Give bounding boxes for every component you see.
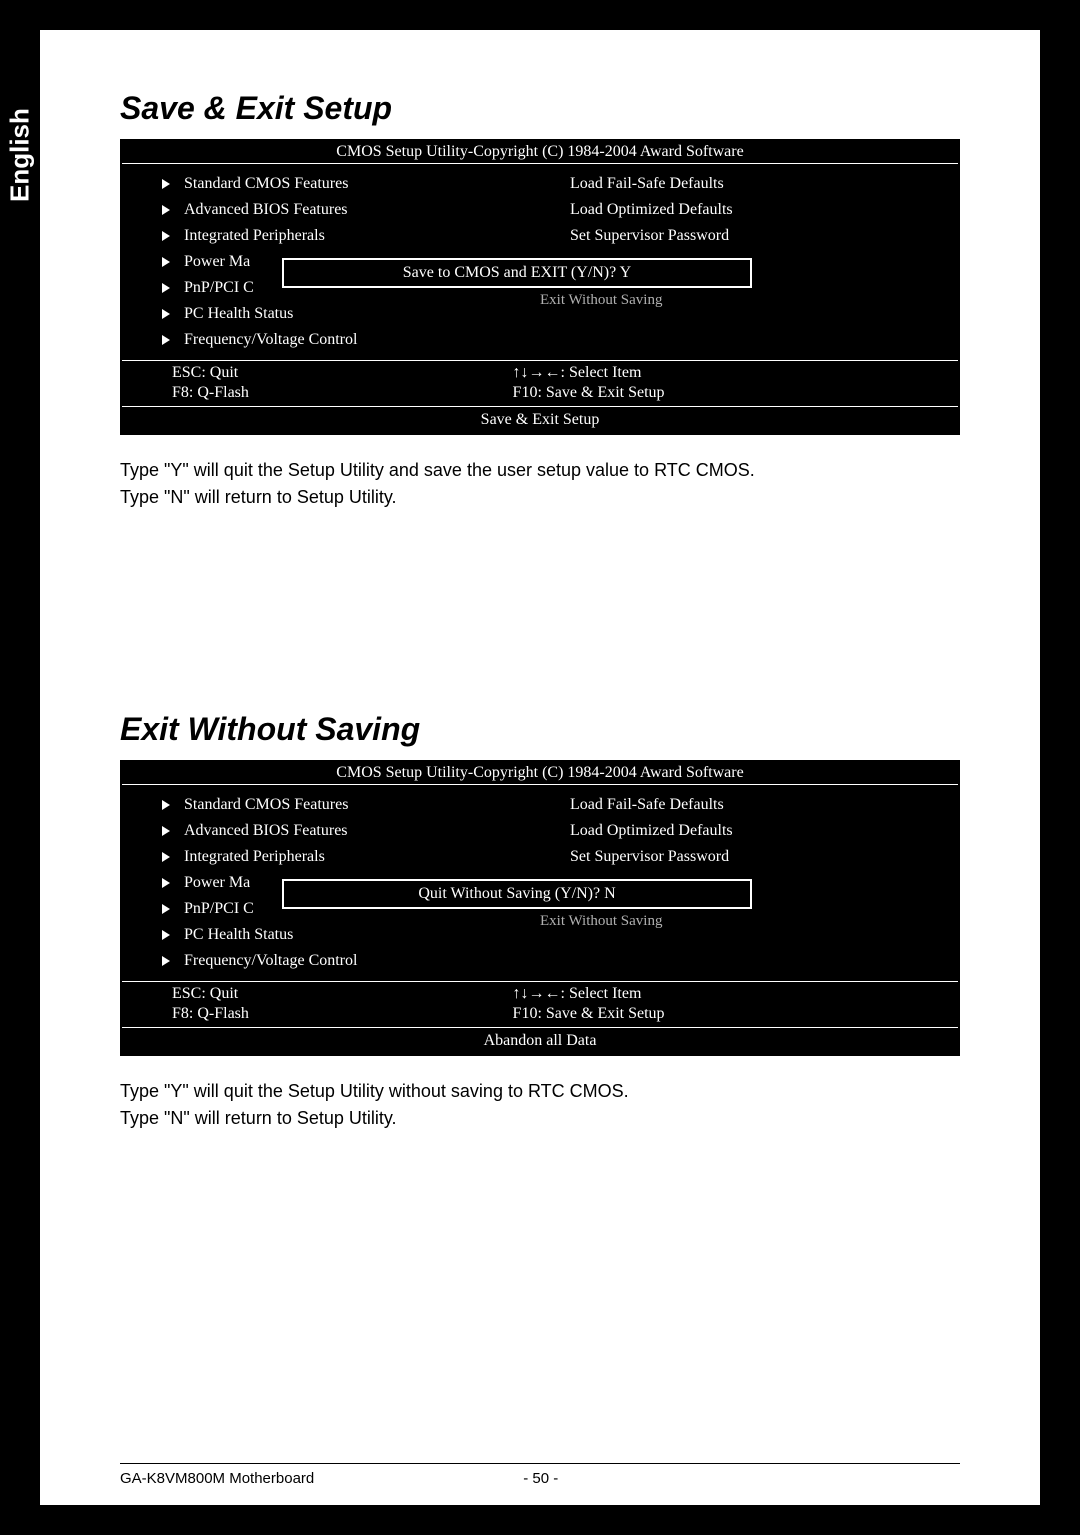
menu-label: Power Ma [184,250,250,274]
menu-label: Power Ma [184,871,250,895]
section2-title: Exit Without Saving [120,711,960,748]
triangle-icon [162,335,170,345]
menu-item[interactable]: Advanced BIOS Features [162,819,528,843]
help-esc: ESC: Quit [172,985,513,1003]
menu-label: PnP/PCI C [184,897,254,921]
page-content: Save & Exit Setup CMOS Setup Utility-Cop… [40,30,1040,1152]
footer-page-number: - 50 - [523,1470,607,1487]
menu-label: Integrated Peripherals [184,845,325,869]
bios-main-2: Standard CMOS Features Advanced BIOS Fea… [122,785,958,981]
help-arrows: ↑↓→←: Select Item [513,985,946,1003]
menu-item[interactable]: Standard CMOS Features [162,793,528,817]
quit-dialog[interactable]: Quit Without Saving (Y/N)? N [282,879,752,909]
menu-item[interactable]: PC Health Status [162,302,528,326]
menu-item[interactable]: Load Optimized Defaults [570,198,946,222]
bios-box-1: CMOS Setup Utility-Copyright (C) 1984-20… [120,139,960,435]
menu-item[interactable]: Load Fail-Safe Defaults [570,172,946,196]
bios-help-row-1b: ESC: Quit ↑↓→←: Select Item [122,981,958,1005]
bios-header-2: CMOS Setup Utility-Copyright (C) 1984-20… [122,762,958,785]
bios-box-2: CMOS Setup Utility-Copyright (C) 1984-20… [120,760,960,1056]
triangle-icon [162,179,170,189]
section1-desc: Type "Y" will quit the Setup Utility and… [120,457,960,511]
triangle-icon [162,257,170,267]
menu-label: Frequency/Voltage Control [184,949,357,973]
menu-label: Integrated Peripherals [184,224,325,248]
desc-line: Type "Y" will quit the Setup Utility and… [120,457,960,484]
triangle-icon [162,231,170,241]
menu-item[interactable]: Standard CMOS Features [162,172,528,196]
bios-main-1: Standard CMOS Features Advanced BIOS Fea… [122,164,958,360]
help-f10: F10: Save & Exit Setup [513,1005,946,1023]
menu-label: Advanced BIOS Features [184,819,348,843]
triangle-icon [162,309,170,319]
triangle-icon [162,205,170,215]
menu-item[interactable]: Frequency/Voltage Control [162,328,528,352]
spacer [120,511,960,711]
menu-label: Advanced BIOS Features [184,198,348,222]
bios-help-row-2b: F8: Q-Flash F10: Save & Exit Setup [122,1005,958,1027]
bios-help-row-2: F8: Q-Flash F10: Save & Exit Setup [122,384,958,406]
desc-line: Type "Y" will quit the Setup Utility wit… [120,1078,960,1105]
triangle-icon [162,904,170,914]
menu-item[interactable]: Load Fail-Safe Defaults [570,793,946,817]
help-f8: F8: Q-Flash [172,1005,513,1023]
menu-label: Standard CMOS Features [184,793,348,817]
menu-item[interactable]: Integrated Peripherals [162,224,528,248]
desc-line: Type "N" will return to Setup Utility. [120,1105,960,1132]
menu-item[interactable]: Set Supervisor Password [570,224,946,248]
triangle-icon [162,956,170,966]
menu-item[interactable]: Advanced BIOS Features [162,198,528,222]
menu-label: PnP/PCI C [184,276,254,300]
triangle-icon [162,852,170,862]
help-f8: F8: Q-Flash [172,384,513,402]
save-dialog[interactable]: Save to CMOS and EXIT (Y/N)? Y [282,258,752,288]
menu-label: PC Health Status [184,302,293,326]
menu-item[interactable]: PC Health Status [162,923,528,947]
help-esc: ESC: Quit [172,364,513,382]
menu-label: Frequency/Voltage Control [184,328,357,352]
page-footer: GA-K8VM800M Motherboard - 50 - [120,1463,960,1487]
menu-item[interactable]: Frequency/Voltage Control [162,949,528,973]
triangle-icon [162,878,170,888]
triangle-icon [162,930,170,940]
bios-footer-1: Save & Exit Setup [122,406,958,433]
bios-help-row-1: ESC: Quit ↑↓→←: Select Item [122,360,958,384]
menu-label: Standard CMOS Features [184,172,348,196]
menu-item[interactable]: Load Optimized Defaults [570,819,946,843]
section1-title: Save & Exit Setup [120,90,960,127]
help-f10: F10: Save & Exit Setup [513,384,946,402]
help-arrows: ↑↓→←: Select Item [513,364,946,382]
footer-product: GA-K8VM800M Motherboard [120,1470,523,1487]
bios-header-1: CMOS Setup Utility-Copyright (C) 1984-20… [122,141,958,164]
document-page: English Save & Exit Setup CMOS Setup Uti… [40,30,1040,1505]
menu-item[interactable]: Integrated Peripherals [162,845,528,869]
hidden-menu-item: Exit Without Saving [540,913,662,930]
triangle-icon [162,800,170,810]
language-tab: English [0,80,40,230]
triangle-icon [162,826,170,836]
hidden-menu-item: Exit Without Saving [540,292,662,309]
menu-item[interactable]: Set Supervisor Password [570,845,946,869]
menu-label: PC Health Status [184,923,293,947]
desc-line: Type "N" will return to Setup Utility. [120,484,960,511]
bios-footer-2: Abandon all Data [122,1027,958,1054]
section2-desc: Type "Y" will quit the Setup Utility wit… [120,1078,960,1132]
triangle-icon [162,283,170,293]
